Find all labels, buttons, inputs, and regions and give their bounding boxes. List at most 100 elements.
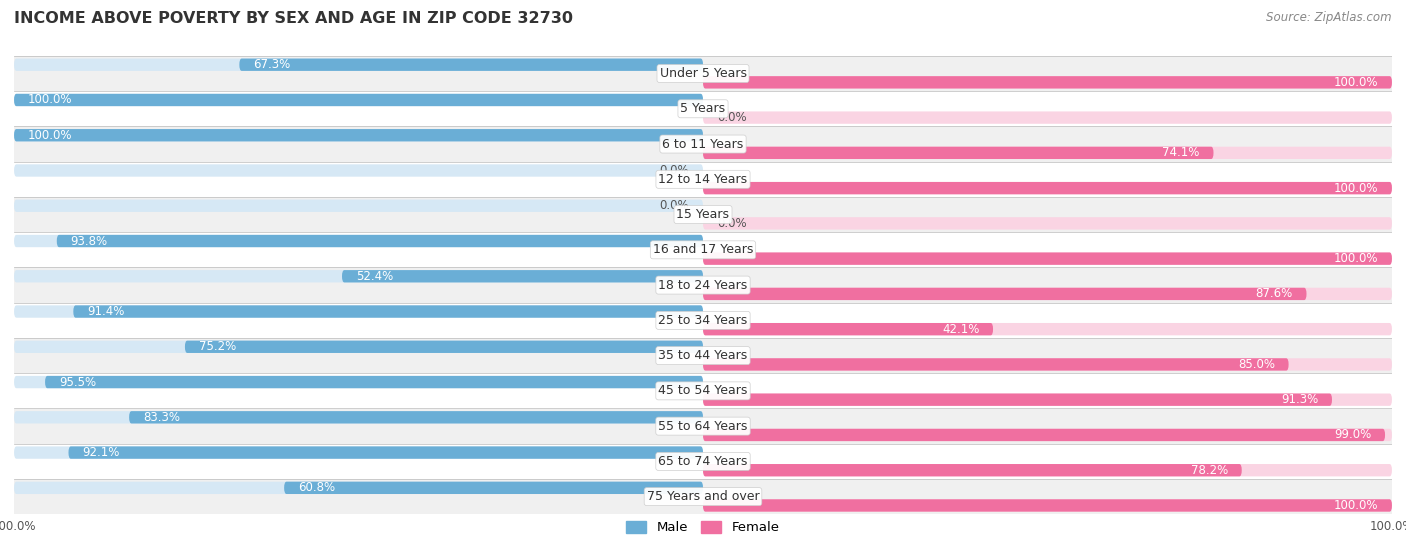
Text: 16 and 17 Years: 16 and 17 Years bbox=[652, 243, 754, 257]
FancyBboxPatch shape bbox=[342, 270, 703, 282]
FancyBboxPatch shape bbox=[129, 411, 703, 424]
Text: 83.3%: 83.3% bbox=[143, 411, 180, 424]
FancyBboxPatch shape bbox=[703, 464, 1241, 476]
Bar bbox=[14, 444, 1392, 479]
Bar bbox=[14, 56, 1392, 91]
Text: 60.8%: 60.8% bbox=[298, 481, 335, 494]
Bar bbox=[14, 126, 1392, 162]
FancyBboxPatch shape bbox=[14, 411, 703, 424]
Text: 74.1%: 74.1% bbox=[1163, 146, 1199, 159]
FancyBboxPatch shape bbox=[703, 253, 1392, 265]
Text: 87.6%: 87.6% bbox=[1256, 287, 1292, 300]
FancyBboxPatch shape bbox=[14, 129, 703, 141]
FancyBboxPatch shape bbox=[14, 94, 703, 106]
FancyBboxPatch shape bbox=[703, 394, 1392, 406]
FancyBboxPatch shape bbox=[703, 394, 1331, 406]
Text: 25 to 34 Years: 25 to 34 Years bbox=[658, 314, 748, 327]
Text: 42.1%: 42.1% bbox=[942, 323, 979, 335]
Text: 0.0%: 0.0% bbox=[717, 217, 747, 230]
FancyBboxPatch shape bbox=[14, 94, 703, 106]
FancyBboxPatch shape bbox=[703, 76, 1392, 88]
FancyBboxPatch shape bbox=[703, 323, 1392, 335]
Text: 55 to 64 Years: 55 to 64 Years bbox=[658, 420, 748, 433]
Text: 92.1%: 92.1% bbox=[83, 446, 120, 459]
FancyBboxPatch shape bbox=[703, 499, 1392, 511]
Text: 0.0%: 0.0% bbox=[717, 111, 747, 124]
Bar bbox=[14, 479, 1392, 514]
Text: 100.0%: 100.0% bbox=[1334, 252, 1378, 265]
FancyBboxPatch shape bbox=[14, 305, 703, 318]
Text: 78.2%: 78.2% bbox=[1191, 464, 1227, 477]
FancyBboxPatch shape bbox=[703, 429, 1385, 441]
Bar bbox=[14, 373, 1392, 409]
Bar bbox=[14, 91, 1392, 126]
Bar bbox=[14, 409, 1392, 444]
FancyBboxPatch shape bbox=[14, 447, 703, 459]
Text: 95.5%: 95.5% bbox=[59, 376, 96, 389]
Text: 6 to 11 Years: 6 to 11 Years bbox=[662, 138, 744, 150]
Text: 12 to 14 Years: 12 to 14 Years bbox=[658, 173, 748, 186]
FancyBboxPatch shape bbox=[703, 253, 1392, 265]
Text: 85.0%: 85.0% bbox=[1237, 358, 1275, 371]
Text: 100.0%: 100.0% bbox=[1334, 182, 1378, 195]
Bar bbox=[14, 162, 1392, 197]
FancyBboxPatch shape bbox=[239, 59, 703, 71]
Bar bbox=[14, 338, 1392, 373]
Text: 91.3%: 91.3% bbox=[1281, 393, 1319, 406]
FancyBboxPatch shape bbox=[14, 200, 703, 212]
Text: 100.0%: 100.0% bbox=[1334, 499, 1378, 512]
FancyBboxPatch shape bbox=[703, 323, 993, 335]
Text: 100.0%: 100.0% bbox=[28, 129, 72, 142]
Text: 5 Years: 5 Years bbox=[681, 102, 725, 115]
FancyBboxPatch shape bbox=[14, 129, 703, 141]
Text: 91.4%: 91.4% bbox=[87, 305, 125, 318]
Bar bbox=[14, 303, 1392, 338]
FancyBboxPatch shape bbox=[45, 376, 703, 388]
Text: 75 Years and over: 75 Years and over bbox=[647, 490, 759, 503]
FancyBboxPatch shape bbox=[703, 182, 1392, 195]
FancyBboxPatch shape bbox=[703, 146, 1392, 159]
Legend: Male, Female: Male, Female bbox=[621, 516, 785, 540]
FancyBboxPatch shape bbox=[703, 111, 1392, 124]
FancyBboxPatch shape bbox=[284, 482, 703, 494]
FancyBboxPatch shape bbox=[703, 358, 1392, 371]
Bar bbox=[14, 267, 1392, 303]
Text: INCOME ABOVE POVERTY BY SEX AND AGE IN ZIP CODE 32730: INCOME ABOVE POVERTY BY SEX AND AGE IN Z… bbox=[14, 11, 574, 26]
Text: 52.4%: 52.4% bbox=[356, 270, 394, 283]
FancyBboxPatch shape bbox=[69, 447, 703, 459]
FancyBboxPatch shape bbox=[14, 235, 703, 247]
FancyBboxPatch shape bbox=[14, 164, 703, 177]
Text: 35 to 44 Years: 35 to 44 Years bbox=[658, 349, 748, 362]
FancyBboxPatch shape bbox=[56, 235, 703, 247]
FancyBboxPatch shape bbox=[703, 146, 1213, 159]
FancyBboxPatch shape bbox=[703, 288, 1306, 300]
Text: 45 to 54 Years: 45 to 54 Years bbox=[658, 385, 748, 397]
FancyBboxPatch shape bbox=[14, 376, 703, 388]
Bar bbox=[14, 197, 1392, 232]
FancyBboxPatch shape bbox=[703, 429, 1392, 441]
Text: 0.0%: 0.0% bbox=[659, 164, 689, 177]
Bar bbox=[14, 232, 1392, 267]
Text: 15 Years: 15 Years bbox=[676, 208, 730, 221]
FancyBboxPatch shape bbox=[186, 340, 703, 353]
Text: 93.8%: 93.8% bbox=[70, 235, 108, 248]
FancyBboxPatch shape bbox=[14, 59, 703, 71]
FancyBboxPatch shape bbox=[703, 464, 1392, 476]
Text: 100.0%: 100.0% bbox=[28, 93, 72, 106]
Text: Source: ZipAtlas.com: Source: ZipAtlas.com bbox=[1267, 11, 1392, 24]
FancyBboxPatch shape bbox=[14, 340, 703, 353]
Text: 65 to 74 Years: 65 to 74 Years bbox=[658, 455, 748, 468]
Text: Under 5 Years: Under 5 Years bbox=[659, 67, 747, 80]
FancyBboxPatch shape bbox=[703, 217, 1392, 230]
FancyBboxPatch shape bbox=[73, 305, 703, 318]
Text: 0.0%: 0.0% bbox=[659, 199, 689, 212]
FancyBboxPatch shape bbox=[703, 288, 1392, 300]
Text: 67.3%: 67.3% bbox=[253, 58, 291, 71]
FancyBboxPatch shape bbox=[14, 482, 703, 494]
Text: 18 to 24 Years: 18 to 24 Years bbox=[658, 278, 748, 292]
Text: 100.0%: 100.0% bbox=[1334, 76, 1378, 89]
Text: 75.2%: 75.2% bbox=[198, 340, 236, 353]
FancyBboxPatch shape bbox=[703, 499, 1392, 511]
Text: 99.0%: 99.0% bbox=[1334, 428, 1371, 442]
FancyBboxPatch shape bbox=[703, 182, 1392, 195]
